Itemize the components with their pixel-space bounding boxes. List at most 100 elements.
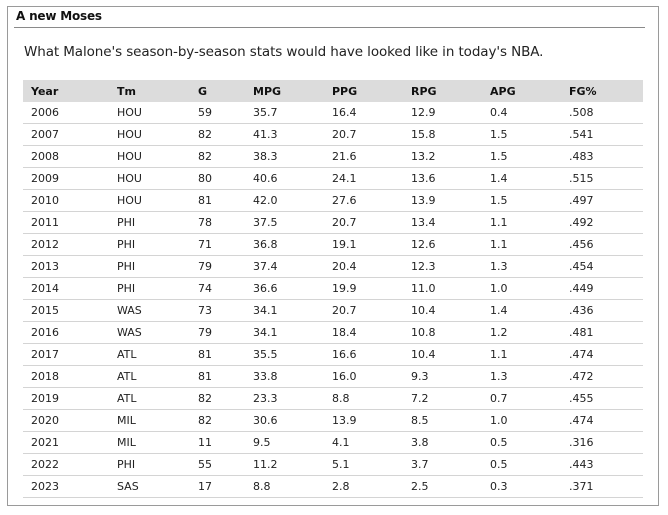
cell-mpg: 34.1 [245,299,324,322]
cell-year: 2016 [23,321,109,344]
table-row: 2007 HOU 82 41.3 20.7 15.8 1.5.541 [23,123,643,146]
header-ppg: PPG [324,80,403,102]
cell-games: 59 [190,102,245,124]
table-row: 2008 HOU 82 38.3 21.6 13.2 1.5.483 [23,145,643,168]
cell-apg: 0.5 [482,453,561,476]
cell-fg-pct: .497 [561,189,643,212]
cell-year: 2021 [23,431,109,454]
cell-mpg: 9.5 [245,431,324,454]
cell-year: 2014 [23,277,109,300]
table-row: 2020 MIL 82 30.6 13.9 8.5 1.0.474 [23,409,643,432]
header-mpg: MPG [245,80,324,102]
cell-apg: 0.4 [482,102,561,124]
cell-year: 2023 [23,475,109,498]
cell-games: 74 [190,277,245,300]
header-games: G [190,80,245,102]
cell-apg: 1.4 [482,299,561,322]
cell-mpg: 36.6 [245,277,324,300]
cell-games: 82 [190,123,245,146]
cell-rpg: 10.8 [403,321,482,344]
cell-apg: 1.0 [482,409,561,432]
cell-rpg: 7.2 [403,387,482,410]
table-row: 2017 ATL 81 35.5 16.6 10.4 1.1.474 [23,343,643,366]
cell-ppg: 16.0 [324,365,403,388]
cell-games: 81 [190,189,245,212]
cell-year: 2013 [23,255,109,278]
cell-ppg: 19.1 [324,233,403,256]
cell-mpg: 40.6 [245,167,324,190]
cell-apg: 0.5 [482,431,561,454]
table-row: 2014 PHI 74 36.6 19.9 11.0 1.0.449 [23,277,643,300]
cell-team: WAS [109,299,190,322]
cell-games: 82 [190,145,245,168]
cell-apg: 1.0 [482,277,561,300]
table-row: 2010 HOU 81 42.0 27.6 13.9 1.5.497 [23,189,643,212]
cell-ppg: 2.8 [324,475,403,498]
box-subtitle: What Malone's season-by-season stats wou… [24,44,544,60]
table-row: 2022 PHI 55 11.2 5.1 3.7 0.5.443 [23,453,643,476]
cell-mpg: 41.3 [245,123,324,146]
cell-mpg: 37.4 [245,255,324,278]
cell-ppg: 20.7 [324,299,403,322]
cell-year: 2019 [23,387,109,410]
cell-ppg: 20.4 [324,255,403,278]
cell-rpg: 11.0 [403,277,482,300]
title-divider [14,27,645,28]
cell-team: ATL [109,387,190,410]
cell-rpg: 9.3 [403,365,482,388]
cell-team: PHI [109,453,190,476]
cell-apg: 1.5 [482,145,561,168]
cell-year: 2008 [23,145,109,168]
header-fg-pct: FG% [561,80,643,102]
season-stats-table: Year Tm G MPG PPG RPG APG FG% 2006 HOU 59 35.7 16.4… [23,80,643,498]
cell-ppg: 20.7 [324,123,403,146]
cell-year: 2006 [23,102,109,124]
cell-rpg: 10.4 [403,343,482,366]
cell-team: PHI [109,211,190,234]
cell-rpg: 8.5 [403,409,482,432]
cell-year: 2010 [23,189,109,212]
cell-rpg: 13.6 [403,167,482,190]
table-row: 2011 PHI 78 37.5 20.7 13.4 1.1.492 [23,211,643,234]
cell-apg: 1.4 [482,167,561,190]
cell-team: PHI [109,233,190,256]
table-body: 2006 HOU 59 35.7 16.4 12.9 0.4.508 2007 HOU 82 41.… [23,102,643,498]
cell-fg-pct: .492 [561,211,643,234]
cell-ppg: 24.1 [324,167,403,190]
cell-apg: 1.1 [482,343,561,366]
cell-rpg: 13.9 [403,189,482,212]
cell-apg: 1.5 [482,123,561,146]
cell-fg-pct: .541 [561,123,643,146]
cell-year: 2009 [23,167,109,190]
cell-fg-pct: .436 [561,299,643,322]
cell-mpg: 37.5 [245,211,324,234]
cell-games: 81 [190,365,245,388]
cell-team: ATL [109,365,190,388]
cell-apg: 1.3 [482,255,561,278]
cell-apg: 1.1 [482,233,561,256]
cell-year: 2007 [23,123,109,146]
cell-apg: 1.5 [482,189,561,212]
cell-fg-pct: .456 [561,233,643,256]
table-row: 2021 MIL 11 9.5 4.1 3.8 0.5.316 [23,431,643,454]
cell-rpg: 12.3 [403,255,482,278]
table-row: 2019 ATL 82 23.3 8.8 7.2 0.7.455 [23,387,643,410]
cell-year: 2012 [23,233,109,256]
cell-games: 73 [190,299,245,322]
header-apg: APG [482,80,561,102]
cell-games: 80 [190,167,245,190]
cell-mpg: 42.0 [245,189,324,212]
cell-fg-pct: .454 [561,255,643,278]
cell-mpg: 30.6 [245,409,324,432]
cell-ppg: 27.6 [324,189,403,212]
cell-team: HOU [109,102,190,124]
cell-fg-pct: .483 [561,145,643,168]
cell-games: 71 [190,233,245,256]
cell-apg: 0.7 [482,387,561,410]
cell-games: 82 [190,387,245,410]
table-row: 2016 WAS 79 34.1 18.4 10.8 1.2.481 [23,321,643,344]
cell-fg-pct: .443 [561,453,643,476]
header-year: Year [23,80,109,102]
cell-ppg: 4.1 [324,431,403,454]
cell-mpg: 11.2 [245,453,324,476]
